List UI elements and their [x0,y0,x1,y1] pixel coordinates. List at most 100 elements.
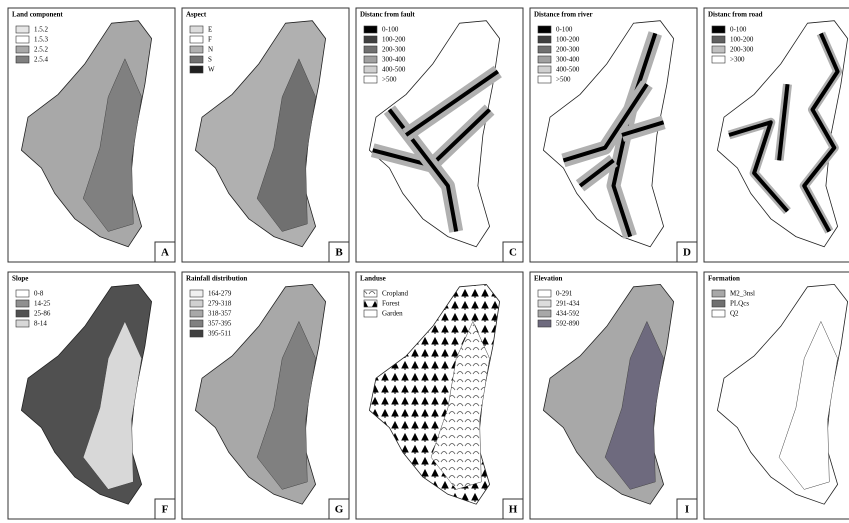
legend-swatch [537,35,552,44]
letter-box [154,241,176,263]
letter-box [328,241,350,263]
panel-title: Formation [708,275,740,283]
legend-swatch [363,299,378,308]
letter-box [154,498,176,520]
panel-letter: C [509,247,517,259]
legend-swatch [537,289,552,298]
map-panel: Distanc from fault 0-100 100-200 200-300 300… [355,7,524,263]
legend-label: 592-890 [556,320,580,328]
legend-swatch [363,75,378,84]
map-zone [604,320,664,490]
panel-title: Rainfall distribution [186,275,247,283]
legend-swatch [537,75,552,84]
map-zone [430,320,490,490]
legend-swatch [711,299,726,308]
map-zone [256,58,316,232]
legend-label: 200-300 [382,46,406,54]
legend-swatch [189,65,204,74]
panel-letter: D [683,247,691,259]
legend-label: 279-318 [208,300,232,308]
panel-title: Slope [12,275,28,283]
panel-letter: B [335,247,343,259]
letter-box [502,498,524,520]
legend-swatch [537,299,552,308]
buffer-core [611,32,658,238]
legend-label: 400-500 [382,66,406,74]
legend-label: 200-300 [730,46,754,54]
legend-swatch [189,289,204,298]
legend-label: E [208,26,212,34]
legend-swatch [189,25,204,34]
legend-swatch [189,45,204,54]
legend-swatch [15,55,30,64]
legend-label: 2.5.4 [34,56,49,64]
legend-label: 318-357 [208,310,232,318]
map-panel: Landuse Cropland Forest Garden H [355,271,524,520]
legend-swatch [189,299,204,308]
legend-swatch [15,289,30,298]
panel-title: Distance from river [534,11,593,19]
legend-swatch [537,55,552,64]
legend-swatch [15,319,30,328]
legend-label: 400-500 [556,66,580,74]
legend-label: F [208,36,212,44]
legend-label: 25-86 [34,310,51,318]
legend-label: 357-395 [208,320,232,328]
map-panel: Land component 1.5.2 1.5.3 2.5.2 2.5.4 A [7,7,176,263]
letter-box [328,498,350,520]
legend-swatch [15,299,30,308]
legend-swatch [189,309,204,318]
legend-label: 0-8 [34,290,44,298]
legend-label: W [208,66,215,74]
map-zone [82,320,142,490]
legend-label: 0-100 [382,26,399,34]
map-zone [82,58,142,232]
legend-swatch [537,319,552,328]
legend-swatch [711,35,726,44]
map-panel: Slope 0-8 14-25 25-86 8-14 F [7,271,176,520]
legend-swatch [711,45,726,54]
legend-label: 300-400 [556,56,580,64]
legend-label: >500 [382,76,397,84]
legend-label: 1.5.3 [34,36,49,44]
legend-label: >500 [556,76,571,84]
legend-swatch [189,329,204,338]
legend-label: 395-511 [208,330,232,338]
buffer-core [728,120,790,213]
legend-label: S [208,56,212,64]
buffer-core [562,83,649,163]
panel-letter: F [162,504,169,516]
legend-swatch [363,35,378,44]
legend-label: 2.5.2 [34,46,49,54]
panel-title: Landuse [360,275,386,283]
legend-label: 291-434 [556,300,580,308]
legend-swatch [363,45,378,54]
legend-swatch [189,319,204,328]
legend-label: 0-100 [556,26,573,34]
legend-label: Q2 [730,310,739,318]
legend-swatch [537,309,552,318]
legend-label: 100-200 [382,36,406,44]
letter-box [502,241,524,263]
panel-title: Aspect [186,11,207,19]
legend-label: >300 [730,56,745,64]
panel-title: Land component [12,11,63,19]
map-panel: Formation M2_3nsl PLQcs Q2 [703,271,849,520]
legend-label: 1.5.2 [34,26,49,34]
legend-label: 100-200 [556,36,580,44]
legend-swatch [537,45,552,54]
legend-swatch [711,289,726,298]
legend-label: 164-279 [208,290,232,298]
legend-swatch [537,65,552,74]
legend-swatch [711,55,726,64]
legend-label: 100-200 [730,36,754,44]
legend-swatch [363,25,378,34]
map-panel: Rainfall distribution 164-279 279-318 318-3… [181,271,350,520]
map-panel: Distance from river 0-100 100-200 200-300 30… [529,7,698,263]
legend-label: 0-100 [730,26,747,34]
map-panel: Distanc from road 0-100 100-200 200-300 >300… [703,7,849,263]
legend-swatch [189,55,204,64]
legend-swatch [711,309,726,318]
map-zone [256,320,316,490]
